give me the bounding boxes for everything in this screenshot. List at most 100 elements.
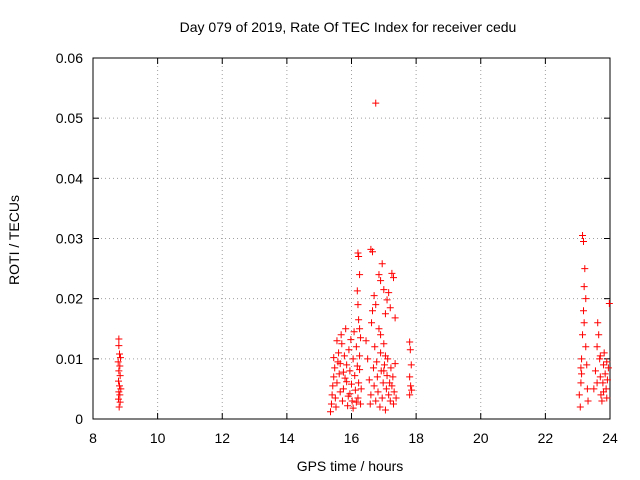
data-point xyxy=(349,404,357,412)
data-point xyxy=(596,355,604,363)
y-tick-label: 0.04 xyxy=(56,170,83,186)
data-point xyxy=(600,349,608,357)
data-point xyxy=(357,400,365,408)
data-point xyxy=(584,397,592,405)
data-point xyxy=(328,391,336,399)
x-tick-label: 8 xyxy=(89,430,97,446)
data-point xyxy=(326,408,334,416)
data-point xyxy=(362,337,370,345)
data-point xyxy=(583,361,591,369)
data-point xyxy=(372,397,380,405)
data-point xyxy=(115,367,123,375)
data-point xyxy=(583,385,591,393)
data-point xyxy=(364,355,372,363)
x-axis-title: GPS time / hours xyxy=(297,458,404,474)
data-point xyxy=(330,373,338,381)
grid-lines xyxy=(93,58,610,419)
data-point xyxy=(356,366,364,374)
data-point xyxy=(348,397,356,405)
data-point xyxy=(603,394,611,402)
data-point xyxy=(390,400,398,408)
data-point xyxy=(593,343,601,351)
data-point xyxy=(354,249,362,257)
data-point xyxy=(372,99,380,107)
tick-labels: 8 10 12 14 16 18 20 22 24 0 0.01 0.02 0.03 0.04 0.05 0.… xyxy=(56,50,618,446)
data-point xyxy=(370,382,378,390)
data-point xyxy=(388,382,396,390)
data-point xyxy=(115,395,123,403)
data-point xyxy=(377,331,385,339)
data-point xyxy=(116,362,124,370)
data-point xyxy=(593,379,601,387)
data-point xyxy=(392,394,400,402)
data-point xyxy=(329,382,337,390)
data-point xyxy=(406,391,414,399)
data-point xyxy=(350,328,358,336)
data-point xyxy=(117,385,125,393)
y-tick-label: 0.02 xyxy=(56,291,83,307)
data-point xyxy=(368,319,376,327)
data-point xyxy=(346,390,354,398)
data-point xyxy=(581,265,589,273)
data-point xyxy=(406,373,414,381)
data-point xyxy=(347,336,355,344)
data-point xyxy=(577,379,585,387)
data-point xyxy=(349,355,357,363)
data-point xyxy=(408,386,416,394)
data-point xyxy=(116,354,124,362)
data-point xyxy=(579,331,587,339)
x-tick-label: 16 xyxy=(344,430,360,446)
data-point xyxy=(387,364,395,372)
data-point xyxy=(385,289,393,297)
y-tick-label: 0.05 xyxy=(56,110,83,126)
data-point xyxy=(343,361,351,369)
data-point xyxy=(386,397,394,405)
data-point xyxy=(369,364,377,372)
x-tick-label: 14 xyxy=(279,430,295,446)
data-point xyxy=(578,370,586,378)
data-point xyxy=(580,319,588,327)
data-point xyxy=(388,269,396,277)
data-point xyxy=(380,361,388,369)
data-point xyxy=(369,248,377,256)
data-point xyxy=(591,367,599,375)
data-point xyxy=(338,397,346,405)
data-point xyxy=(379,379,387,387)
data-point xyxy=(351,386,359,394)
data-point xyxy=(355,379,363,387)
data-point xyxy=(115,350,123,358)
data-point xyxy=(116,372,124,380)
data-point xyxy=(372,301,380,309)
data-point xyxy=(373,373,381,381)
data-point xyxy=(356,271,364,279)
x-tick-label: 22 xyxy=(538,430,554,446)
data-point xyxy=(600,388,608,396)
data-point xyxy=(582,343,590,351)
data-point xyxy=(382,385,390,393)
data-point xyxy=(596,373,604,381)
data-point xyxy=(357,385,365,393)
data-point xyxy=(332,403,340,411)
data-point xyxy=(371,343,379,351)
data-point xyxy=(578,355,586,363)
data-point xyxy=(407,361,415,369)
data-point xyxy=(353,362,361,370)
data-point xyxy=(579,231,587,239)
data-point xyxy=(580,238,588,246)
data-points xyxy=(114,99,613,416)
data-point xyxy=(343,378,351,386)
data-point xyxy=(594,319,602,327)
data-point xyxy=(338,340,346,348)
data-point xyxy=(339,385,347,393)
data-point xyxy=(352,398,360,406)
data-point xyxy=(595,331,603,339)
data-point xyxy=(375,271,383,279)
data-point xyxy=(605,299,613,307)
data-point xyxy=(380,367,388,375)
x-tick-label: 24 xyxy=(602,430,618,446)
data-point xyxy=(603,358,611,366)
data-point xyxy=(351,372,359,380)
data-point xyxy=(390,388,398,396)
data-point xyxy=(381,352,389,360)
data-point xyxy=(116,391,124,399)
